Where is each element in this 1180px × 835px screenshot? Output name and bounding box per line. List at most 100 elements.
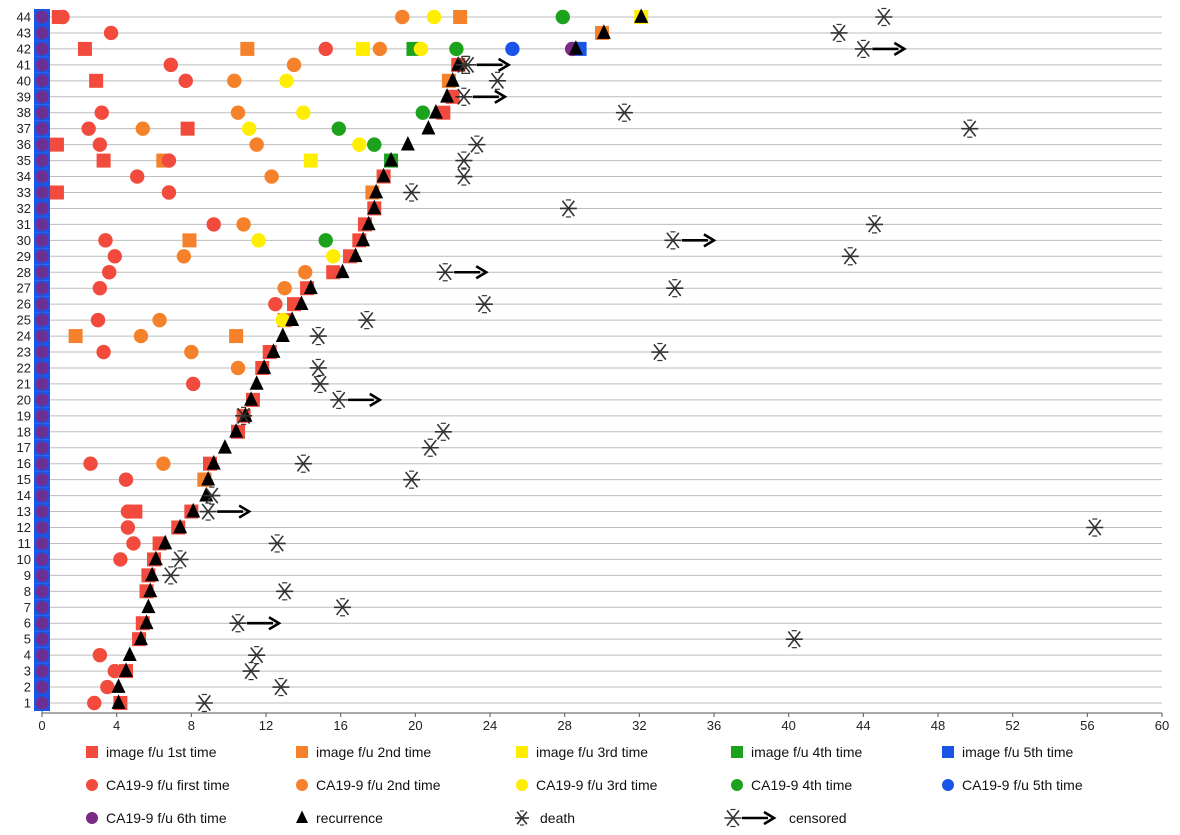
baseline-circle xyxy=(35,680,49,694)
y-tick-label: 17 xyxy=(17,440,31,455)
y-tick-label: 39 xyxy=(17,89,31,104)
y-tick-label: 44 xyxy=(17,10,31,25)
recurrence-point xyxy=(266,343,281,358)
circle-point xyxy=(415,105,430,120)
baseline-circle xyxy=(35,217,49,231)
circle-point xyxy=(92,647,108,663)
legend-square-marker xyxy=(731,746,743,758)
x-tick-label: 40 xyxy=(781,718,795,733)
recurrence-point xyxy=(369,183,384,199)
series-image-f-u-2nd-time xyxy=(68,10,609,487)
death-point xyxy=(235,406,253,425)
baseline-circle xyxy=(35,138,49,152)
death-point xyxy=(785,630,803,649)
legend-label: image f/u 1st time xyxy=(106,744,217,760)
x-tick-label: 32 xyxy=(632,718,646,733)
circle-point xyxy=(90,312,106,328)
baseline-circle xyxy=(35,122,49,136)
y-tick-label: 2 xyxy=(24,680,31,695)
death-point xyxy=(358,311,376,330)
y-tick-label: 41 xyxy=(17,57,31,72)
series-death xyxy=(162,7,1104,713)
recurrence-point xyxy=(445,72,460,87)
death-point xyxy=(615,103,633,122)
circle-point xyxy=(92,281,108,296)
death-point xyxy=(666,279,684,298)
circle-point xyxy=(135,121,150,136)
recurrence-point xyxy=(634,8,649,23)
circle-point xyxy=(230,360,246,376)
censored-point xyxy=(330,390,383,409)
legend-circle-marker xyxy=(942,779,954,791)
circle-point xyxy=(55,9,70,25)
circle-point xyxy=(87,695,102,711)
circle-point xyxy=(395,9,410,25)
square-point xyxy=(303,153,318,168)
legend-label: image f/u 5th time xyxy=(962,744,1073,760)
death-point xyxy=(434,422,452,441)
death-point xyxy=(841,247,859,266)
series-ca19-9-f-u-5th-time xyxy=(505,41,520,57)
circle-point xyxy=(81,121,96,136)
censored-point xyxy=(436,263,489,282)
circle-point xyxy=(100,679,115,695)
baseline-circle xyxy=(35,584,49,598)
legend-item: image f/u 5th time xyxy=(942,744,1073,760)
baseline-circle xyxy=(35,393,49,407)
y-tick-label: 35 xyxy=(17,153,31,168)
baseline-circle xyxy=(35,600,49,614)
circle-point xyxy=(326,249,341,264)
circle-point xyxy=(555,9,570,25)
square-point xyxy=(229,329,244,344)
y-tick-label: 43 xyxy=(17,25,31,40)
legend-item: image f/u 2nd time xyxy=(296,744,431,760)
death-point xyxy=(1086,518,1104,537)
x-tick-label: 8 xyxy=(188,718,195,733)
x-tick-label: 52 xyxy=(1005,718,1019,733)
death-point xyxy=(162,566,180,585)
baseline-circle xyxy=(35,568,49,582)
death-point xyxy=(294,454,312,473)
circle-point xyxy=(186,376,201,392)
circle-point xyxy=(176,249,192,264)
y-tick-label: 37 xyxy=(17,121,31,136)
series-ca19-9-f-u-2nd-time xyxy=(133,9,410,471)
circle-point xyxy=(296,105,311,120)
square-point xyxy=(89,73,104,88)
y-tick-label: 38 xyxy=(17,105,31,120)
circle-point xyxy=(298,265,313,280)
series-ca19-9-4th-time xyxy=(318,9,570,248)
x-tick-label: 44 xyxy=(856,718,870,733)
legend-item: image f/u 1st time xyxy=(86,744,217,760)
recurrence-point xyxy=(158,534,173,550)
censored-arrow xyxy=(454,265,489,280)
recurrence-point xyxy=(122,646,137,662)
series-image-f-u-1st-time xyxy=(49,10,466,710)
y-tick-label: 5 xyxy=(24,632,31,647)
y-tick-label: 40 xyxy=(17,73,31,88)
circle-point xyxy=(126,536,141,551)
censored-death-mark xyxy=(229,614,247,633)
death-point xyxy=(559,199,577,218)
circle-point xyxy=(130,169,145,184)
y-tick-label: 10 xyxy=(17,552,31,567)
censored-death-mark xyxy=(436,263,454,282)
recurrence-point xyxy=(361,215,376,231)
legend-item: CA19-9 f/u 6th time xyxy=(86,810,227,826)
death-point xyxy=(475,295,493,314)
baseline-circle xyxy=(35,489,49,503)
death-point xyxy=(309,326,327,346)
censored-death-mark xyxy=(330,390,348,409)
square-point xyxy=(240,41,255,56)
baseline-circle xyxy=(35,616,49,630)
y-tick-label: 42 xyxy=(17,41,31,56)
square-point xyxy=(182,233,197,248)
square-point xyxy=(49,137,64,152)
recurrence-point xyxy=(376,167,391,183)
y-tick-label: 32 xyxy=(17,201,31,216)
y-tick-label: 16 xyxy=(17,456,31,471)
censored-death-mark xyxy=(724,808,742,828)
recurrence-point xyxy=(143,582,158,598)
death-point xyxy=(455,151,473,170)
